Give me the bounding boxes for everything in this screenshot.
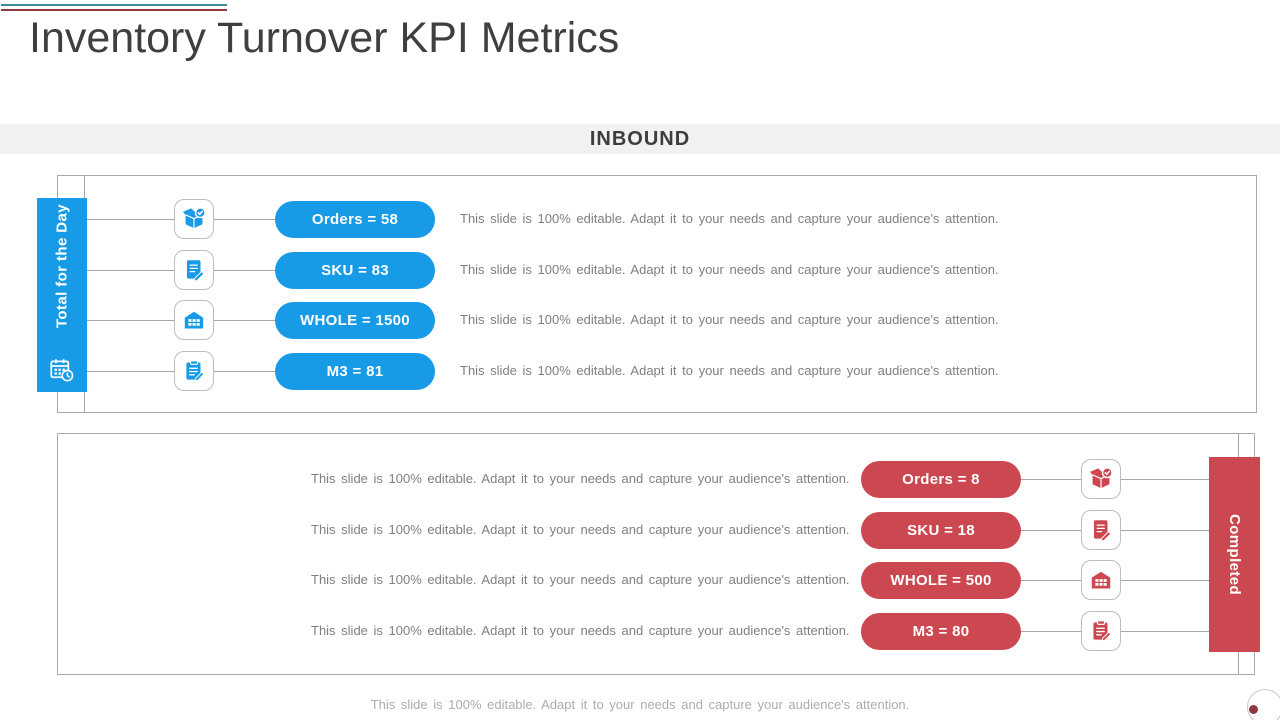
connector-stub [1238, 433, 1239, 457]
row-description: This slide is 100% editable. Adapt it to… [460, 363, 999, 378]
connector-line [1121, 580, 1209, 581]
kpi-pill-m3-completed: M3 = 80 [861, 613, 1021, 650]
kpi-pill-sku-completed: SKU = 18 [861, 512, 1021, 549]
top-accent-line-maroon [1, 9, 227, 11]
section-header-band: INBOUND [0, 124, 1280, 154]
connector-line [1021, 631, 1081, 632]
row-description: This slide is 100% editable. Adapt it to… [460, 262, 999, 277]
inbound-panel [57, 175, 1257, 413]
connector-line [214, 320, 275, 321]
connector-line [214, 219, 275, 220]
connector-line [214, 270, 275, 271]
connector-stub [84, 175, 85, 198]
warehouse-icon [1081, 560, 1121, 600]
connector-line [1121, 631, 1209, 632]
connector-stub [1238, 652, 1239, 675]
connector-line [1021, 530, 1081, 531]
connector-line [87, 371, 174, 372]
connector-line [87, 270, 174, 271]
completed-bar: Completed [1209, 457, 1260, 652]
completed-label: Completed [1226, 513, 1243, 596]
warehouse-icon [174, 300, 214, 340]
document-edit-icon [174, 250, 214, 290]
top-accent-line-teal [1, 4, 227, 6]
kpi-pill-whole-completed: WHOLE = 500 [861, 562, 1021, 599]
kpi-pill-whole-inbound: WHOLE = 1500 [275, 302, 435, 339]
row-description: This slide is 100% editable. Adapt it to… [460, 211, 999, 226]
row-description: This slide is 100% editable. Adapt it to… [311, 572, 850, 587]
total-for-the-day-bar: Total for the Day [37, 198, 87, 392]
connector-line [87, 219, 174, 220]
connector-line [1021, 580, 1081, 581]
section-header-label: INBOUND [589, 127, 691, 150]
row-description: This slide is 100% editable. Adapt it to… [311, 623, 850, 638]
connector-stub [84, 392, 85, 413]
package-check-icon [174, 199, 214, 239]
package-check-icon [1081, 459, 1121, 499]
row-description: This slide is 100% editable. Adapt it to… [311, 471, 850, 486]
corner-dot-decoration [1249, 705, 1258, 714]
connector-line [1121, 479, 1209, 480]
footer-note: This slide is 100% editable. Adapt it to… [370, 697, 910, 712]
row-description: This slide is 100% editable. Adapt it to… [311, 522, 850, 537]
kpi-pill-orders-inbound: Orders = 58 [275, 201, 435, 238]
row-description: This slide is 100% editable. Adapt it to… [460, 312, 999, 327]
connector-line [1021, 479, 1081, 480]
kpi-pill-sku-inbound: SKU = 83 [275, 252, 435, 289]
connector-line [214, 371, 275, 372]
clipboard-edit-icon [1081, 611, 1121, 651]
kpi-pill-orders-completed: Orders = 8 [861, 461, 1021, 498]
calendar-clock-icon [47, 356, 77, 389]
kpi-pill-m3-inbound: M3 = 81 [275, 353, 435, 390]
connector-line [87, 320, 174, 321]
clipboard-edit-icon [174, 351, 214, 391]
corner-circle-decoration [1247, 689, 1280, 720]
page-title: Inventory Turnover KPI Metrics [29, 14, 620, 62]
connector-line [1121, 530, 1209, 531]
document-edit-icon [1081, 510, 1121, 550]
total-for-the-day-label: Total for the Day [53, 204, 71, 329]
completed-panel [57, 433, 1255, 675]
